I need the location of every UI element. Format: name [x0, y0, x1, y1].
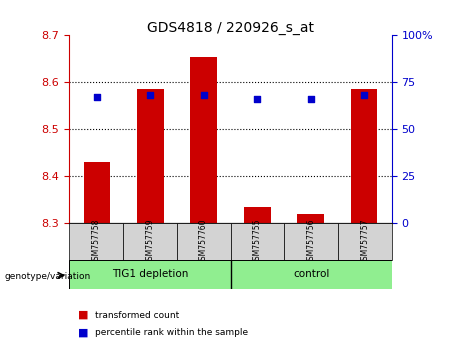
Point [360, 93, 367, 98]
Point [200, 93, 207, 98]
Text: control: control [293, 269, 329, 279]
Point [307, 96, 314, 102]
FancyBboxPatch shape [123, 223, 177, 260]
Text: percentile rank within the sample: percentile rank within the sample [95, 328, 248, 337]
FancyBboxPatch shape [177, 223, 230, 260]
Bar [297, 213, 324, 223]
Bar [137, 89, 164, 223]
Bar [350, 89, 377, 223]
FancyBboxPatch shape [284, 223, 338, 260]
Text: ■: ■ [78, 328, 89, 338]
Bar [244, 207, 271, 223]
Text: ■: ■ [78, 310, 89, 320]
Bar [84, 162, 111, 223]
Text: GSM757759: GSM757759 [145, 218, 154, 265]
Point [254, 96, 261, 102]
FancyBboxPatch shape [230, 223, 284, 260]
FancyBboxPatch shape [69, 260, 230, 289]
Text: GSM757757: GSM757757 [361, 218, 369, 265]
Bar [190, 57, 217, 223]
FancyBboxPatch shape [69, 223, 123, 260]
Text: GDS4818 / 220926_s_at: GDS4818 / 220926_s_at [147, 21, 314, 35]
Point [94, 95, 101, 100]
FancyBboxPatch shape [230, 260, 392, 289]
Text: transformed count: transformed count [95, 310, 179, 320]
Text: genotype/variation: genotype/variation [5, 272, 91, 281]
Text: GSM757755: GSM757755 [253, 218, 262, 265]
Text: TIG1 depletion: TIG1 depletion [112, 269, 188, 279]
Text: GSM757756: GSM757756 [307, 218, 316, 265]
Text: GSM757760: GSM757760 [199, 218, 208, 265]
FancyBboxPatch shape [338, 223, 392, 260]
Point [147, 93, 154, 98]
Text: GSM757758: GSM757758 [92, 218, 100, 265]
